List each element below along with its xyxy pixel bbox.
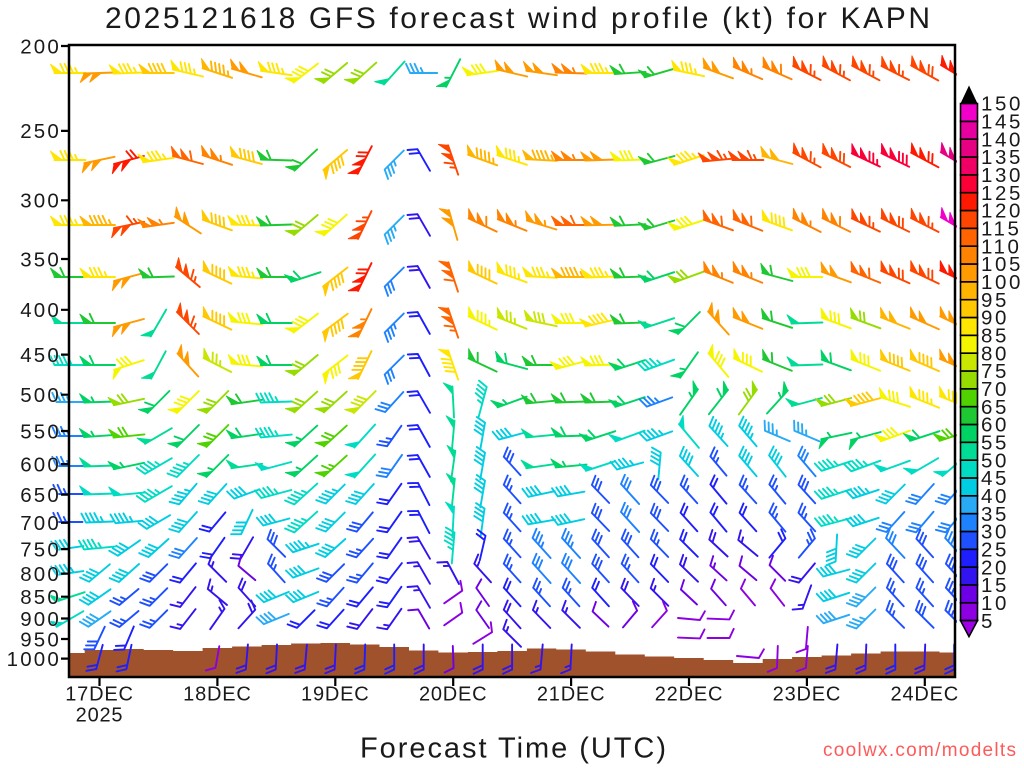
svg-text:500: 500 [20, 384, 61, 407]
svg-text:22DEC: 22DEC [655, 684, 723, 706]
svg-text:5: 5 [981, 610, 995, 633]
svg-text:70: 70 [981, 378, 1009, 401]
svg-text:350: 350 [20, 248, 61, 271]
svg-text:90: 90 [981, 307, 1009, 330]
svg-text:400: 400 [20, 299, 61, 322]
svg-text:17DEC: 17DEC [65, 684, 133, 706]
svg-text:85: 85 [981, 325, 1009, 348]
svg-text:20DEC: 20DEC [419, 684, 487, 706]
svg-text:1000: 1000 [7, 648, 61, 671]
svg-text:40: 40 [981, 485, 1009, 508]
svg-text:65: 65 [981, 396, 1009, 419]
svg-text:95: 95 [981, 289, 1009, 312]
svg-text:2025: 2025 [76, 705, 124, 727]
svg-text:18DEC: 18DEC [183, 684, 251, 706]
svg-text:60: 60 [981, 414, 1009, 437]
svg-text:200: 200 [20, 35, 61, 58]
svg-text:110: 110 [981, 235, 1021, 258]
svg-text:30: 30 [981, 521, 1009, 544]
svg-text:23DEC: 23DEC [773, 684, 841, 706]
svg-text:Forecast Time (UTC): Forecast Time (UTC) [360, 733, 666, 765]
svg-text:135: 135 [981, 146, 1023, 169]
svg-text:21DEC: 21DEC [537, 684, 605, 706]
svg-text:45: 45 [981, 467, 1009, 490]
svg-text:300: 300 [20, 190, 61, 213]
svg-text:750: 750 [20, 538, 61, 561]
svg-text:130: 130 [981, 164, 1023, 187]
svg-text:35: 35 [981, 503, 1009, 526]
svg-text:120: 120 [981, 200, 1023, 223]
svg-text:15: 15 [981, 574, 1009, 597]
svg-text:2025121618 GFS forecast wind p: 2025121618 GFS forecast wind profile (kt… [105, 2, 930, 35]
svg-text:650: 650 [20, 484, 61, 507]
svg-text:100: 100 [981, 271, 1023, 294]
svg-text:25: 25 [981, 539, 1009, 562]
svg-text:50: 50 [981, 449, 1009, 472]
svg-text:450: 450 [20, 344, 61, 367]
svg-text:115: 115 [981, 218, 1021, 241]
svg-text:19DEC: 19DEC [301, 684, 369, 706]
svg-text:105: 105 [981, 253, 1023, 276]
svg-text:10: 10 [981, 592, 1009, 615]
svg-text:950: 950 [20, 628, 61, 651]
svg-text:700: 700 [20, 512, 61, 535]
svg-text:24DEC: 24DEC [891, 684, 959, 706]
svg-text:145: 145 [981, 111, 1023, 134]
svg-text:800: 800 [20, 563, 61, 586]
svg-text:550: 550 [20, 420, 61, 443]
svg-text:150: 150 [981, 93, 1023, 116]
svg-text:900: 900 [20, 608, 61, 631]
svg-text:850: 850 [20, 586, 61, 609]
svg-text:600: 600 [20, 453, 61, 476]
svg-text:75: 75 [981, 360, 1009, 383]
svg-text:20: 20 [981, 556, 1009, 579]
svg-text:250: 250 [20, 120, 61, 143]
svg-text:55: 55 [981, 432, 1009, 455]
svg-text:80: 80 [981, 342, 1009, 365]
svg-text:coolwx.com/modelts: coolwx.com/modelts [823, 740, 1016, 761]
svg-text:140: 140 [981, 128, 1023, 151]
svg-text:125: 125 [981, 182, 1023, 205]
